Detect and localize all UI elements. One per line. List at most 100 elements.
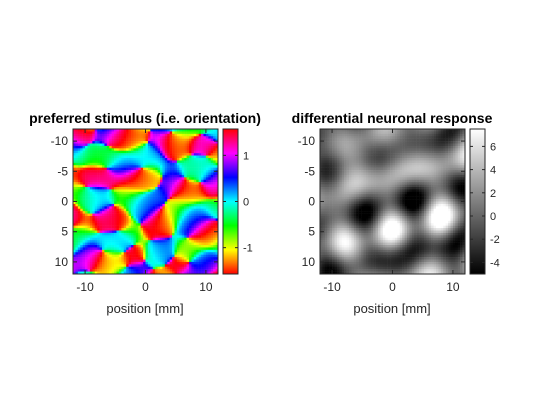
map-cell bbox=[145, 155, 149, 159]
map-cell bbox=[97, 264, 100, 267]
map-cell bbox=[164, 141, 168, 144]
map-cell bbox=[77, 179, 81, 183]
map-cell bbox=[116, 145, 120, 149]
map-cell bbox=[121, 194, 124, 197]
map-cell bbox=[196, 184, 199, 188]
map-cell bbox=[341, 170, 345, 173]
map-cell bbox=[208, 220, 211, 224]
map-cell bbox=[431, 172, 434, 176]
map-cell bbox=[322, 167, 326, 171]
map-cell bbox=[147, 220, 151, 224]
map-cell bbox=[109, 136, 112, 139]
map-cell bbox=[375, 170, 379, 173]
map-cell bbox=[448, 129, 451, 132]
map-cell bbox=[157, 138, 161, 142]
map-cell bbox=[322, 153, 326, 156]
map-cell bbox=[85, 158, 88, 161]
map-cell bbox=[140, 223, 144, 226]
map-cell bbox=[428, 174, 432, 178]
map-cell bbox=[213, 177, 216, 180]
map-cell bbox=[164, 259, 168, 263]
map-cell bbox=[189, 194, 192, 197]
map-cell bbox=[133, 271, 137, 275]
map-cell bbox=[210, 174, 214, 178]
map-cell bbox=[138, 174, 141, 178]
map-cell bbox=[213, 235, 216, 238]
map-cell bbox=[145, 237, 149, 241]
map-cell bbox=[176, 131, 180, 135]
map-cell bbox=[167, 235, 170, 238]
map-cell bbox=[382, 155, 386, 159]
map-cell bbox=[438, 158, 442, 161]
map-cell bbox=[104, 225, 108, 229]
map-cell bbox=[131, 249, 134, 253]
map-cell bbox=[368, 145, 371, 149]
map-cell bbox=[80, 138, 83, 142]
map-cell bbox=[114, 182, 117, 185]
map-cell bbox=[85, 242, 88, 246]
map-cell bbox=[150, 196, 153, 200]
map-cell bbox=[97, 153, 100, 156]
map-cell bbox=[215, 196, 219, 200]
map-cell bbox=[455, 172, 458, 176]
map-cell bbox=[201, 211, 204, 214]
map-cell bbox=[210, 254, 214, 258]
map-cell bbox=[160, 170, 163, 173]
map-cell bbox=[135, 218, 139, 222]
map-cell bbox=[116, 216, 120, 219]
map-cell bbox=[387, 138, 391, 142]
map-cell bbox=[419, 138, 422, 142]
map-cell bbox=[80, 182, 83, 185]
map-cell bbox=[215, 150, 219, 154]
map-cell bbox=[99, 179, 103, 183]
map-cell bbox=[196, 177, 199, 180]
map-cell bbox=[92, 150, 95, 154]
map-cell bbox=[363, 160, 367, 164]
map-cell bbox=[118, 133, 122, 137]
map-cell bbox=[196, 266, 199, 270]
map-cell bbox=[147, 216, 151, 219]
map-cell bbox=[203, 155, 207, 159]
map-cell bbox=[184, 220, 187, 224]
map-cell bbox=[179, 143, 182, 147]
map-cell bbox=[106, 261, 110, 265]
map-cell bbox=[378, 165, 381, 168]
map-cell bbox=[176, 249, 180, 253]
map-cell bbox=[123, 247, 127, 251]
map-cell bbox=[80, 232, 83, 236]
map-cell bbox=[89, 216, 93, 219]
map-cell bbox=[201, 203, 204, 207]
map-cell bbox=[407, 179, 410, 183]
map-cell bbox=[392, 167, 396, 171]
map-cell bbox=[189, 223, 192, 226]
map-cell bbox=[436, 174, 439, 178]
map-cell bbox=[152, 177, 156, 180]
map-cell bbox=[363, 182, 367, 185]
map-cell bbox=[99, 167, 103, 171]
map-cell bbox=[184, 237, 187, 241]
map-cell bbox=[145, 136, 149, 139]
map-cell bbox=[167, 220, 170, 224]
map-cell bbox=[172, 216, 175, 219]
map-cell bbox=[140, 165, 144, 168]
map-cell bbox=[189, 174, 192, 178]
map-cell bbox=[186, 141, 190, 144]
map-cell bbox=[174, 199, 178, 202]
map-cell bbox=[123, 184, 127, 188]
map-cell bbox=[89, 162, 93, 166]
map-cell bbox=[85, 201, 88, 205]
map-cell bbox=[160, 194, 163, 197]
map-cell bbox=[416, 177, 420, 180]
map-cell bbox=[106, 271, 110, 275]
map-cell bbox=[191, 129, 195, 132]
map-cell bbox=[85, 245, 88, 248]
map-cell bbox=[189, 158, 192, 161]
map-cell bbox=[138, 257, 141, 260]
map-cell bbox=[104, 141, 108, 144]
map-cell bbox=[80, 179, 83, 183]
map-cell bbox=[407, 131, 410, 135]
map-cell bbox=[394, 170, 398, 173]
map-cell bbox=[143, 261, 146, 265]
map-cell bbox=[104, 240, 108, 243]
map-cell bbox=[339, 155, 342, 159]
